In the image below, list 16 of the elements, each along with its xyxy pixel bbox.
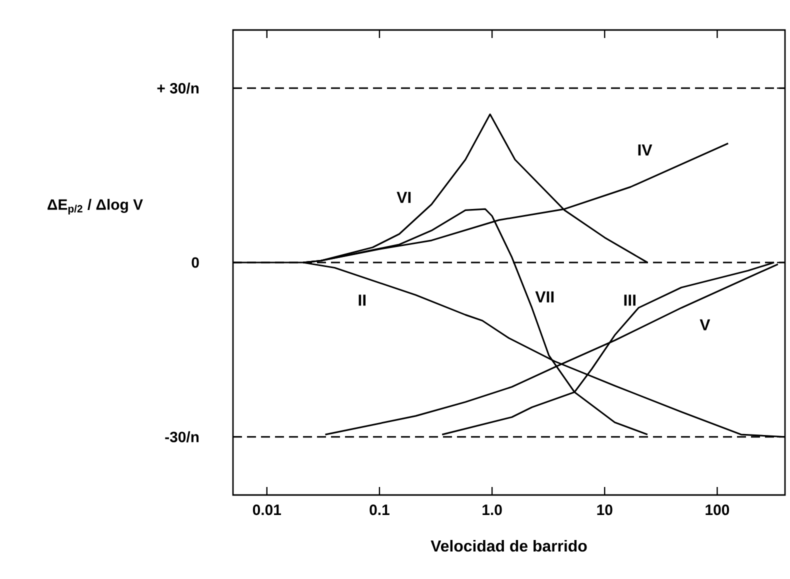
series-label: II xyxy=(358,294,366,306)
series-label: IV xyxy=(638,144,652,156)
y-tick-label: -30/n xyxy=(165,431,199,442)
x-tick-label: 1.0 xyxy=(482,504,502,516)
y-tick-label: 0 xyxy=(192,257,199,268)
x-tick-label: 100 xyxy=(706,504,730,516)
series-label: VI xyxy=(396,192,411,203)
series-label: V xyxy=(700,319,710,330)
series-label: III xyxy=(624,294,636,306)
x-tick-label: 0.1 xyxy=(370,504,390,516)
series-label: VII xyxy=(535,291,554,302)
y-axis-title: ΔE$_{p/2}$ / Δlog V xyxy=(48,198,143,215)
y-tick-label: + 30/n xyxy=(157,82,199,94)
x-tick-label: 10 xyxy=(597,504,612,516)
x-tick-label: 0.01 xyxy=(252,504,282,516)
x-axis-title: Velocidad de barrido xyxy=(430,540,587,552)
